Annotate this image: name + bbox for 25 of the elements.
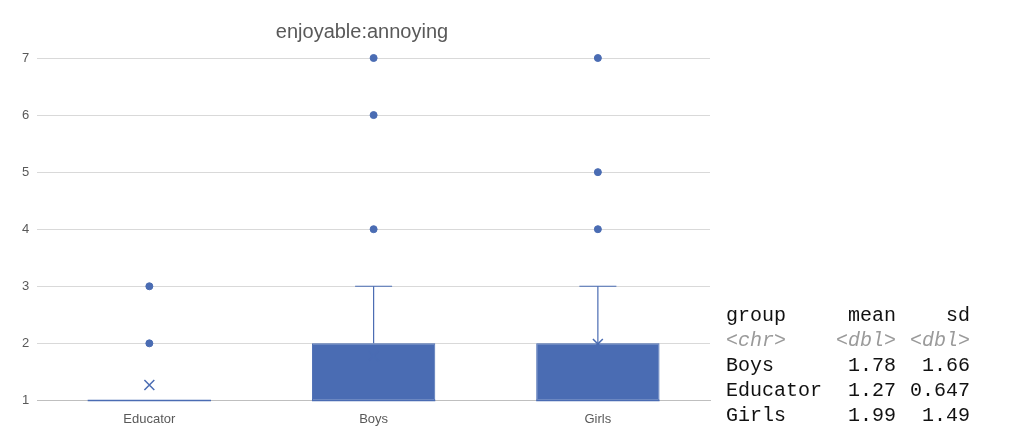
text: mean — [847, 303, 897, 328]
data-label: 1.27 — [847, 378, 897, 403]
text: <dbl> — [835, 328, 897, 353]
text: <chr> — [726, 328, 787, 353]
chart-title: enjoyable:annoying — [275, 19, 449, 42]
y-tick-label: 2 — [22, 334, 30, 350]
text: <dbl> — [909, 328, 971, 353]
x-tick-label: Girls — [584, 410, 612, 426]
y-tick-label: 3 — [22, 277, 30, 293]
y-tick-label: 6 — [22, 106, 30, 122]
data-label: 0.647 — [909, 378, 971, 403]
y-tick-label: 5 — [22, 163, 30, 179]
data-label: 1.49 — [921, 403, 971, 428]
x-tick-label: Boys — [359, 410, 389, 426]
y-tick-label: 4 — [22, 220, 30, 236]
data-label: 1.66 — [921, 353, 971, 378]
category-label: Boys — [726, 353, 775, 378]
text: group — [726, 303, 787, 328]
text: sd — [945, 303, 971, 328]
category-label: Educator — [726, 378, 823, 403]
x-tick-label: Educator — [123, 410, 177, 426]
y-tick-label: 1 — [22, 391, 30, 407]
data-label: 1.99 — [847, 403, 897, 428]
data-label: 1.78 — [847, 353, 897, 378]
y-tick-label: 7 — [22, 49, 30, 65]
